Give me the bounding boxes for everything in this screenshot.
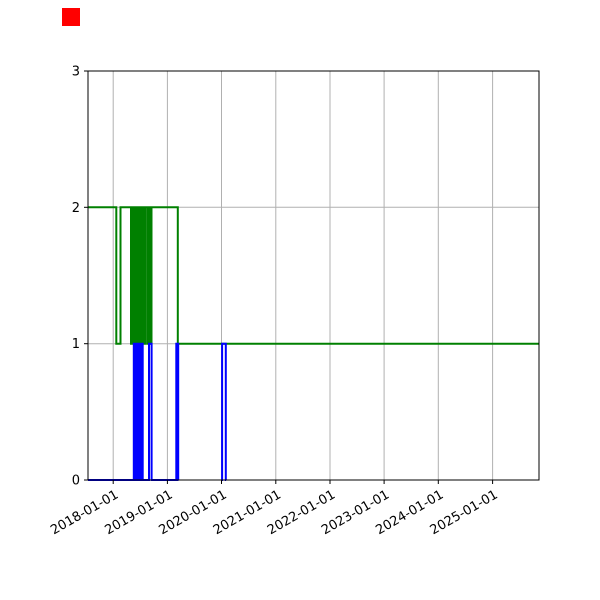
red-marker (62, 8, 80, 26)
blue-series-line (221, 342, 227, 481)
green-series-line (88, 206, 539, 345)
blue-series-line (88, 342, 180, 481)
y-tick-label: 0 (72, 474, 80, 489)
y-tick-label: 1 (72, 337, 80, 352)
axes-spines (87, 70, 540, 481)
y-tick-label: 3 (72, 65, 80, 80)
y-tick-label: 2 (72, 201, 80, 216)
